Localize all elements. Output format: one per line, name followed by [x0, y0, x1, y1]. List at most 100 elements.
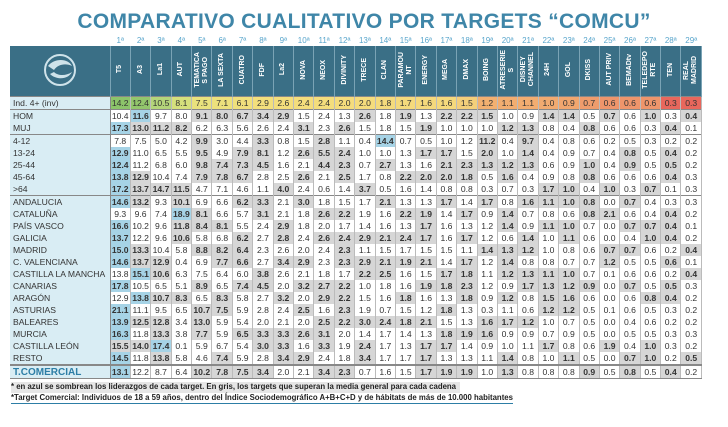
value-cell: 0.2: [680, 364, 702, 379]
value-cell: 0.8: [579, 171, 600, 183]
value-cell: 0.2: [660, 316, 682, 328]
value-cell: 9.7: [150, 109, 172, 122]
value-cell: 0.4: [517, 171, 539, 183]
value-cell: 12.4: [110, 159, 131, 171]
value-cell: 12.9: [130, 171, 152, 183]
value-cell: 0.5: [640, 364, 662, 379]
value-cell: 0.0: [599, 352, 621, 365]
value-cell: 0.8: [517, 292, 539, 304]
value-cell: 13.9: [110, 316, 131, 328]
value-cell: 4.0: [273, 183, 295, 196]
column-header: TRECE: [354, 46, 376, 97]
value-cell: 0.5: [599, 364, 621, 379]
value-cell: 0.2: [680, 340, 702, 352]
value-cell: 6.1: [232, 96, 254, 110]
value-cell: 0.8: [579, 122, 600, 135]
value-cell: 1.1: [517, 340, 539, 352]
value-cell: 0.1: [680, 220, 702, 232]
value-cell: 15.1: [130, 268, 152, 280]
value-cell: 21.1: [110, 304, 131, 316]
value-cell: 1.6: [558, 292, 580, 304]
table-row: MURCIA 16.3 11.8 13.3 3.8 7.7 5.9 6.5 3.3 3.3 2.6 3…: [10, 328, 702, 340]
value-cell: 0.6: [579, 232, 600, 244]
value-cell: 1.6: [375, 292, 396, 304]
value-cell: 11.8: [130, 352, 152, 365]
value-cell: 1.3: [436, 352, 458, 365]
value-cell: 2.0: [415, 171, 437, 183]
value-cell: 7.3: [232, 159, 254, 171]
value-cell: 2.3: [334, 244, 356, 256]
table-row: ARAGÓN 12.9 13.8 10.7 8.3 6.5 8.3 5.8 2.7 3.2 2.0 2…: [10, 292, 702, 304]
table-row: CANARIAS 17.8 10.5 6.5 5.1 8.9 6.5 7.4 4.5 2.0 3.2…: [10, 280, 702, 292]
value-cell: 0.5: [619, 328, 641, 340]
value-cell: 1.2: [538, 304, 560, 316]
value-cell: 0.6: [497, 232, 519, 244]
value-cell: 2.7: [375, 159, 396, 171]
value-cell: 10.5: [150, 96, 172, 110]
value-cell: 0.7: [558, 316, 580, 328]
value-cell: 13.3: [130, 244, 152, 256]
column-header: LA SEXTA: [211, 46, 233, 97]
value-cell: 0.4: [640, 195, 662, 208]
value-cell: 2.3: [456, 280, 478, 292]
value-cell: 2.0: [334, 328, 356, 340]
value-cell: 2.6: [293, 171, 315, 183]
channel-name: LA SEXTA: [218, 52, 226, 87]
table-row: ASTURIAS 21.1 11.1 9.5 6.5 10.7 7.5 5.9 2.8 2.4 2.…: [10, 304, 702, 316]
value-cell: 1.5: [354, 292, 376, 304]
value-cell: 0.6: [619, 109, 641, 122]
value-cell: 14.4: [375, 134, 396, 147]
value-cell: 6.2: [191, 122, 213, 135]
value-cell: 1.6: [477, 316, 498, 328]
value-cell: 3.1: [313, 328, 335, 340]
value-cell: 1.6: [436, 220, 458, 232]
row-label: CASTILLA LEÓN: [10, 340, 111, 352]
value-cell: 0.9: [497, 328, 519, 340]
value-cell: 1.7: [436, 195, 458, 208]
value-cell: 1.5: [456, 96, 478, 110]
rank-label: 13ª: [358, 36, 371, 45]
value-cell: 1.2: [415, 304, 437, 316]
rank-label: 14ª: [379, 36, 392, 45]
value-cell: 1.7: [436, 268, 458, 280]
value-cell: 0.2: [660, 134, 682, 147]
channel-name: ATRESERIE S: [499, 49, 515, 90]
value-cell: 1.5: [436, 244, 458, 256]
column-header: TEN: [660, 46, 682, 97]
column-header: DKISS: [579, 46, 600, 97]
value-cell: 7.9: [191, 171, 213, 183]
value-cell: 0.2: [660, 268, 682, 280]
value-cell: 10.4: [150, 171, 172, 183]
column-header: NOVA: [293, 46, 315, 97]
value-cell: 7.5: [232, 364, 254, 379]
value-cell: 11.2: [477, 134, 498, 147]
value-cell: 0.7: [354, 364, 376, 379]
value-cell: 3.4: [273, 352, 295, 365]
value-cell: 3.4: [252, 109, 274, 122]
column-header: NEOX: [313, 46, 335, 97]
value-cell: 0.4: [660, 364, 682, 379]
value-cell: 5.9: [232, 352, 254, 365]
value-cell: 2.6: [273, 96, 295, 110]
value-cell: 9.5: [150, 304, 172, 316]
value-cell: 0.9: [538, 171, 560, 183]
value-cell: 0.1: [660, 183, 682, 196]
value-cell: 7.7: [191, 328, 213, 340]
value-cell: 0.7: [619, 352, 641, 365]
value-cell: 0.7: [579, 256, 600, 268]
value-cell: 0.2: [660, 244, 682, 256]
value-cell: 0.8: [517, 364, 539, 379]
value-cell: 1.7: [375, 352, 396, 365]
column-header: CUATRO: [232, 46, 254, 97]
value-cell: 2.2: [395, 208, 417, 220]
value-cell: 2.2: [456, 109, 478, 122]
value-cell: 11.2: [130, 159, 152, 171]
channel-name: AUT PRIV: [605, 53, 613, 86]
column-header: BOING: [477, 46, 498, 97]
value-cell: 7.8: [110, 134, 131, 147]
value-cell: 2.4: [334, 232, 356, 244]
value-cell: 1.9: [395, 256, 417, 268]
value-cell: 1.3: [436, 292, 458, 304]
value-cell: 0.5: [579, 109, 600, 122]
